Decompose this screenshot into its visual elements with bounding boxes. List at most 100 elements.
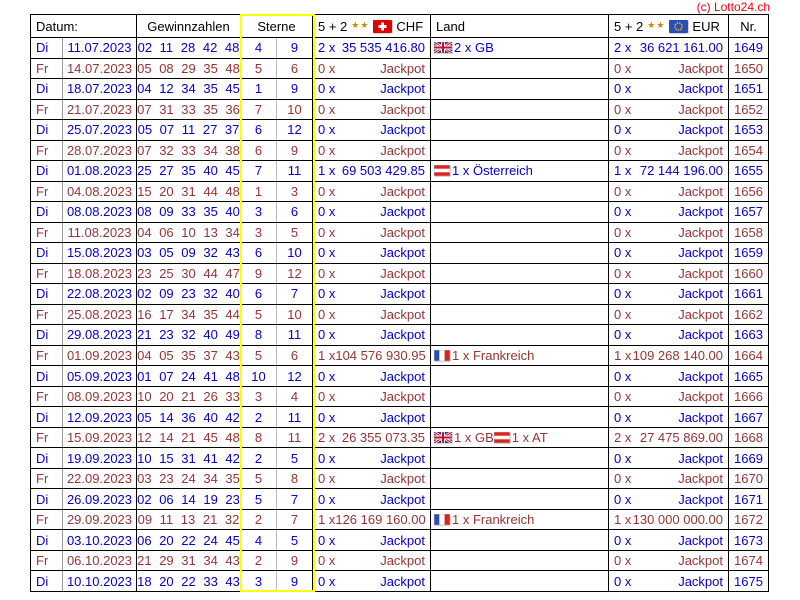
at-flag-icon <box>433 165 451 177</box>
chf-prize-cell: 0 x Jackpot <box>312 467 431 490</box>
country-label: 1 x AT <box>511 430 548 446</box>
result-row: Fr 21.07.2023 07 31 33 35 36 7 10 0 x Jackpot 0… <box>30 98 769 121</box>
country-cell <box>430 139 609 162</box>
chf-prize-cell: 0 x Jackpot <box>312 98 431 121</box>
draw-number-cell: 1657 <box>728 201 769 223</box>
draw-number-cell: 1652 <box>728 98 769 121</box>
eur-amount: Jackpot <box>678 491 723 507</box>
draw-number-cell: 1659 <box>728 242 769 264</box>
chf-winner-count: 0 x <box>318 532 336 548</box>
winning-numbers-cell: 18 20 22 33 43 <box>136 570 241 592</box>
winning-numbers-cell: 02 11 28 42 48 <box>136 37 241 59</box>
chf-prize-cell: 0 x Jackpot <box>312 242 431 264</box>
col-header-land: Land <box>430 14 609 38</box>
chf-amount: Jackpot <box>380 265 425 281</box>
eur-winner-count: 0 x <box>614 101 632 117</box>
chf-amount: Jackpot <box>380 573 425 589</box>
weekday-cell: Di <box>30 37 63 59</box>
eur-amount: 130 000 000.00 <box>632 512 723 528</box>
country-cell <box>430 57 609 80</box>
at-flag-icon <box>493 431 511 444</box>
draw-number-cell: 1662 <box>728 303 769 326</box>
country-cell <box>430 549 609 572</box>
chf-winner-count: 0 x <box>318 450 336 466</box>
country-cell <box>430 262 609 285</box>
chf-amount: Jackpot <box>380 553 425 569</box>
eur-amount: Jackpot <box>678 368 723 384</box>
draw-number-cell: 1672 <box>728 508 769 531</box>
eur-winner-count: 0 x <box>614 245 632 261</box>
swiss-flag-icon <box>373 19 393 33</box>
country-label: 1 x Frankreich <box>452 512 535 528</box>
country-cell <box>430 385 609 408</box>
star1-cell: 8 <box>240 426 277 449</box>
result-row: Di 29.08.2023 21 23 32 40 49 8 11 0 x Jackpot 0… <box>30 324 769 346</box>
chf-amount: Jackpot <box>380 327 425 343</box>
eur-prize-cell: 2 x 36 621 161.00 <box>608 37 729 59</box>
country-cell <box>430 242 609 264</box>
fr-flag-icon <box>433 513 451 526</box>
eur-winner-count: 0 x <box>614 265 632 281</box>
chf-winner-count: 1 x <box>318 347 336 363</box>
draw-number-cell: 1660 <box>728 262 769 285</box>
date-cell: 22.08.2023 <box>62 283 137 305</box>
chf-prize-cell: 0 x Jackpot <box>312 529 431 551</box>
date-cell: 01.09.2023 <box>62 344 137 367</box>
winning-numbers-cell: 21 29 31 34 43 <box>136 549 241 572</box>
result-row: Fr 22.09.2023 03 23 24 34 35 5 8 0 x Jackpot 0 … <box>30 467 769 490</box>
winning-numbers-cell: 21 23 32 40 49 <box>136 324 241 346</box>
weekday-cell: Di <box>30 201 63 223</box>
chf-winner-count: 0 x <box>318 471 336 487</box>
eur-amount: Jackpot <box>678 245 723 261</box>
draw-number-cell: 1653 <box>728 119 769 141</box>
result-row: Di 03.10.2023 06 20 22 24 45 4 5 0 x Jackpot 0 … <box>30 529 769 551</box>
chf-winner-count: 0 x <box>318 553 336 569</box>
eur-prize-cell: 0 x Jackpot <box>608 242 729 264</box>
chf-amount: Jackpot <box>380 101 425 117</box>
eur-prize-cell: 0 x Jackpot <box>608 529 729 551</box>
eur-winner-count: 1 x <box>614 512 632 528</box>
eur-amount: Jackpot <box>678 286 723 302</box>
eur-winner-count: 0 x <box>614 553 632 569</box>
col-header-gewinnzahlen: Gewinnzahlen <box>136 14 241 38</box>
chf-prize-cell: 0 x Jackpot <box>312 201 431 223</box>
country-cell <box>430 467 609 490</box>
chf-prize-cell: 0 x Jackpot <box>312 303 431 326</box>
draw-number-cell: 1671 <box>728 488 769 510</box>
draw-number-cell: 1666 <box>728 385 769 408</box>
eu-flag-icon <box>669 19 689 33</box>
eur-prize-cell: 0 x Jackpot <box>608 201 729 223</box>
result-row: Di 22.08.2023 02 09 23 32 40 6 7 0 x Jackpot 0 … <box>30 283 769 305</box>
draw-number-cell: 1667 <box>728 406 769 428</box>
eur-prize-cell: 0 x Jackpot <box>608 467 729 490</box>
weekday-cell: Di <box>30 283 63 305</box>
stars-icon: ★★ <box>351 19 370 30</box>
eur-prize-cell: 0 x Jackpot <box>608 98 729 121</box>
chf-prize-cell: 0 x Jackpot <box>312 447 431 469</box>
eur-winner-count: 0 x <box>614 368 632 384</box>
chf-prize-cell: 0 x Jackpot <box>312 57 431 80</box>
weekday-cell: Di <box>30 529 63 551</box>
chf-winner-count: 0 x <box>318 122 336 138</box>
star1-cell: 6 <box>240 119 277 141</box>
country-cell <box>430 488 609 510</box>
date-cell: 28.07.2023 <box>62 139 137 162</box>
weekday-cell: Fr <box>30 344 63 367</box>
date-cell: 26.09.2023 <box>62 488 137 510</box>
chf-prize-cell: 0 x Jackpot <box>312 119 431 141</box>
draw-number-cell: 1650 <box>728 57 769 80</box>
winning-numbers-cell: 04 05 35 37 43 <box>136 344 241 367</box>
weekday-cell: Di <box>30 447 63 469</box>
country-label: 2 x GB <box>454 40 494 56</box>
draw-number-cell: 1675 <box>728 570 769 592</box>
result-row: Fr 14.07.2023 05 08 29 35 48 5 6 0 x Jackpot 0 … <box>30 57 769 80</box>
country-cell <box>430 180 609 203</box>
draw-number-cell: 1649 <box>728 37 769 59</box>
star1-cell: 2 <box>240 406 277 428</box>
chf-winner-count: 0 x <box>318 368 336 384</box>
chf-amount: Jackpot <box>380 450 425 466</box>
winning-numbers-cell: 10 20 21 26 33 <box>136 385 241 408</box>
date-cell: 25.08.2023 <box>62 303 137 326</box>
eur-currency-label: EUR <box>692 18 720 34</box>
eur-winner-count: 0 x <box>614 183 632 199</box>
